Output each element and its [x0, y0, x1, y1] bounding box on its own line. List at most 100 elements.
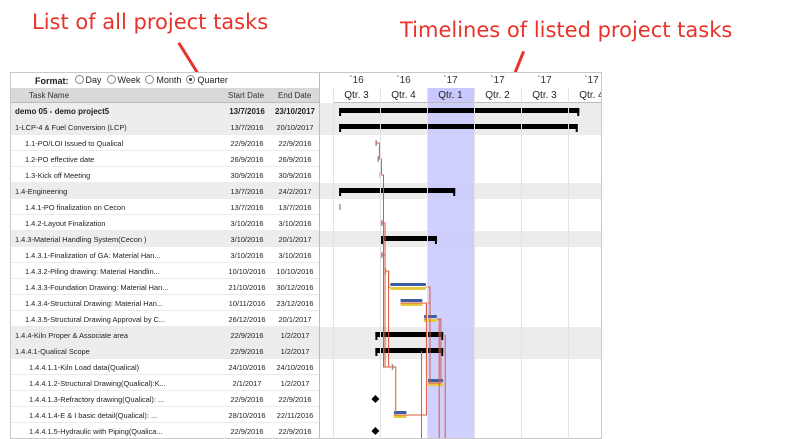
- header-task-name[interactable]: Task Name: [29, 91, 70, 100]
- task-row[interactable]: 1.4.3.3-Foundation Drawing: Material Han…: [11, 279, 319, 295]
- task-name: demo 05 - demo project5: [15, 107, 110, 116]
- task-start-date: 3/10/2016: [230, 251, 264, 260]
- header-end-date[interactable]: End Date: [278, 91, 312, 100]
- task-end-date: 22/9/2016: [278, 139, 312, 148]
- summary-bar-cap: [339, 108, 342, 116]
- task-marker[interactable]: [339, 204, 341, 210]
- task-end-date: 3/10/2016: [278, 219, 312, 228]
- task-name: 1.4.3.5-Structural Drawing Approval by C…: [25, 315, 166, 324]
- task-row[interactable]: 1.4.2-Layout Finalization 3/10/2016 3/10/2…: [11, 215, 319, 231]
- milestone-diamond-icon[interactable]: [371, 427, 380, 435]
- task-row[interactable]: 1.4.3.2-Piling drawing: Material Handlin…: [11, 263, 319, 279]
- format-option-label: Day: [85, 74, 102, 85]
- annotation-left: List of all project tasks: [32, 10, 269, 34]
- task-end-date: 22/9/2016: [278, 427, 312, 436]
- task-row[interactable]: 1.4.4.1-Qualical Scope 22/9/2016 1/2/2017: [11, 343, 319, 359]
- task-start-date: 30/9/2016: [230, 171, 264, 180]
- task-start-date: 3/10/2016: [230, 235, 264, 244]
- format-option-label: Month: [156, 74, 182, 85]
- task-bar-actual[interactable]: [393, 415, 407, 418]
- summary-bar-cap: [375, 348, 378, 356]
- task-start-date: 22/9/2016: [230, 347, 264, 356]
- task-grid: Format: Day Week Month Quarter Task Name St…: [11, 73, 320, 438]
- task-row[interactable]: 1-LCP-4 & Fuel Conversion (LCP) 13/7/2016…: [11, 119, 319, 135]
- radio-circle-icon[interactable]: [186, 75, 196, 85]
- radio-circle-icon[interactable]: [106, 75, 116, 85]
- task-row[interactable]: 1.4.4.1.5-Hydraulic with Piping(Qualica.…: [11, 423, 319, 438]
- quarter-gridline: [568, 88, 569, 438]
- summary-bar-cap: [441, 332, 444, 340]
- summary-bar[interactable]: [339, 108, 580, 113]
- task-end-date: 13/7/2016: [278, 203, 312, 212]
- format-radio-day[interactable]: Day: [74, 74, 102, 85]
- task-end-date: 20/10/2017: [276, 123, 314, 132]
- task-row[interactable]: 1.4.4.1.2-Structural Drawing(Qualical):K…: [11, 375, 319, 391]
- year-header: `17: [443, 75, 458, 86]
- summary-bar[interactable]: [375, 332, 444, 337]
- quarter-header: Qtr. 4: [568, 88, 601, 103]
- task-end-date: 30/12/2016: [276, 283, 314, 292]
- task-name: 1.3-Kick off Meeting: [25, 171, 91, 180]
- task-name: 1.1-PO/LOI Issued to Qualical: [25, 139, 124, 148]
- task-end-date: 24/2/2017: [278, 187, 312, 196]
- summary-bar-cap: [434, 236, 437, 244]
- header-start-date[interactable]: Start Date: [228, 91, 265, 100]
- task-row[interactable]: 1.4.4-Kiln Proper & Associate area 22/9/2…: [11, 327, 319, 343]
- summary-bar[interactable]: [339, 188, 456, 193]
- summary-bar-cap: [441, 348, 444, 356]
- year-header: `17: [490, 75, 505, 86]
- format-option-label: Week: [117, 74, 141, 85]
- quarter-header: Qtr. 1: [427, 88, 474, 103]
- task-bar-planned[interactable]: [400, 299, 423, 302]
- radio-circle-icon[interactable]: [145, 75, 155, 85]
- task-start-date: 22/9/2016: [230, 331, 264, 340]
- task-start-date: 13/7/2016: [230, 187, 264, 196]
- task-row[interactable]: 1.4.1-PO finalization on Cecon 13/7/2016 1…: [11, 199, 319, 215]
- task-end-date: 3/10/2016: [278, 251, 312, 260]
- task-bar-planned[interactable]: [390, 283, 426, 286]
- task-row[interactable]: 1.3-Kick off Meeting 30/9/2016 30/9/2016: [11, 167, 319, 183]
- timeline-svg: [339, 108, 580, 438]
- task-row[interactable]: 1.4.3-Material Handling System(Cecon ) 3/…: [11, 231, 319, 247]
- summary-bar[interactable]: [375, 348, 444, 353]
- task-bar-planned[interactable]: [393, 411, 407, 414]
- annotation-right: Timelines of listed project tasks: [400, 18, 733, 42]
- task-start-date: 10/10/2016: [228, 267, 266, 276]
- summary-bar[interactable]: [339, 124, 578, 129]
- format-radio-quarter[interactable]: Quarter: [186, 75, 228, 85]
- task-start-date: 21/10/2016: [228, 283, 266, 292]
- task-start-date: 2/1/2017: [232, 379, 262, 388]
- task-row[interactable]: 1.4.3.4-Structural Drawing: Material Han…: [11, 295, 319, 311]
- task-row[interactable]: 1.1-PO/LOI Issued to Qualical 22/9/2016 22…: [11, 135, 319, 151]
- task-row[interactable]: 1.4.3.1-Finalization of GA: Material Han…: [11, 247, 319, 263]
- task-start-date: 26/9/2016: [230, 155, 264, 164]
- task-end-date: 23/12/2016: [276, 299, 314, 308]
- task-bar-actual[interactable]: [390, 287, 426, 290]
- task-bar-actual[interactable]: [400, 303, 423, 306]
- task-row[interactable]: 1.4.3.5-Structural Drawing Approval by C…: [11, 311, 319, 327]
- task-row[interactable]: 1.4.4.1.3-Refractory drawing(Qualical): …: [11, 391, 319, 407]
- dependency-link: [391, 366, 397, 416]
- task-start-date: 10/11/2016: [228, 299, 266, 308]
- task-name: 1-LCP-4 & Fuel Conversion (LCP): [15, 123, 127, 132]
- task-name: 1.4.4-Kiln Proper & Associate area: [15, 331, 128, 340]
- task-name: 1.4.3.3-Foundation Drawing: Material Han…: [25, 283, 169, 292]
- task-row[interactable]: demo 05 - demo project5 13/7/2016 23/10/20…: [11, 103, 319, 119]
- task-start-date: 13/7/2016: [230, 123, 264, 132]
- quarter-header: Qtr. 3: [333, 88, 380, 103]
- task-end-date: 22/11/2016: [276, 411, 314, 420]
- format-radio-month[interactable]: Month: [145, 75, 181, 85]
- radio-circle-icon[interactable]: [74, 75, 84, 85]
- task-name: 1.4.3.1-Finalization of GA: Material Han…: [25, 251, 161, 260]
- task-end-date: 1/2/2017: [280, 379, 310, 388]
- task-end-date: 22/9/2016: [278, 395, 312, 404]
- task-name: 1.4.3.4-Structural Drawing: Material Han…: [25, 299, 164, 308]
- format-radio-week[interactable]: Week: [106, 74, 141, 85]
- milestone-diamond-icon[interactable]: [371, 395, 380, 403]
- task-row[interactable]: 1.2-PO effective date 26/9/2016 26/9/2016: [11, 151, 319, 167]
- summary-bar[interactable]: [381, 236, 437, 241]
- task-row[interactable]: 1.4.4.1.1-Kiln Load data(Qualical) 24/10/…: [11, 359, 319, 375]
- task-start-date: 22/9/2016: [230, 427, 264, 436]
- task-row[interactable]: 1.4.4.1.4-E & I basic detail(Qualical): …: [11, 407, 319, 423]
- task-row[interactable]: 1.4-Engineering 13/7/2016 24/2/2017: [11, 183, 319, 199]
